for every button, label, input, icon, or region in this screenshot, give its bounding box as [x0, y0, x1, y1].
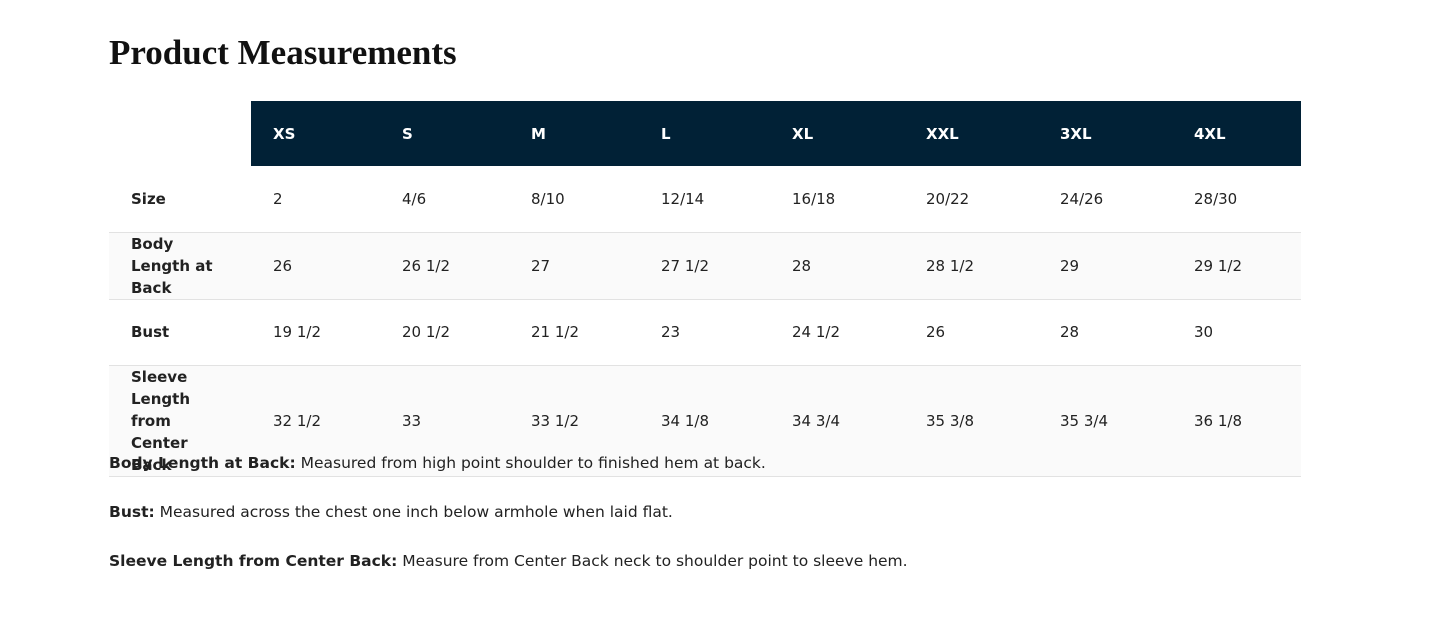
- cell: 29 1/2: [1172, 232, 1301, 300]
- cell: 23: [639, 299, 770, 366]
- corner: [109, 101, 251, 166]
- row-label: Sleeve Length from Center Back: [109, 365, 251, 477]
- table-row: Bust 19 1/2 20 1/2 21 1/2 23 24 1/2 26 28 30: [109, 299, 1301, 366]
- cell: 21 1/2: [509, 299, 639, 366]
- cell: 24/26: [1038, 166, 1172, 233]
- notes: Body Length at Back: Measured from high …: [109, 452, 908, 599]
- note-text: Measured from high point shoulder to fin…: [300, 454, 766, 472]
- cell: 12/14: [639, 166, 770, 233]
- cell: 28: [1038, 299, 1172, 366]
- note-text: Measured across the chest one inch below…: [159, 503, 673, 521]
- cell: 19 1/2: [251, 299, 380, 366]
- cell: 24 1/2: [770, 299, 904, 366]
- cell: 26: [251, 232, 380, 300]
- size-header: 4XL: [1172, 101, 1301, 166]
- cell: 26 1/2: [380, 232, 509, 300]
- cell: 2: [251, 166, 380, 233]
- cell: 30: [1172, 299, 1301, 366]
- cell: 33: [380, 365, 509, 477]
- note-term: Sleeve Length from Center Back:: [109, 552, 398, 570]
- cell: 34 3/4: [770, 365, 904, 477]
- size-header: XL: [770, 101, 904, 166]
- cell: 32 1/2: [251, 365, 380, 477]
- size-header: L: [639, 101, 770, 166]
- cell: 27 1/2: [639, 232, 770, 300]
- cell: 20 1/2: [380, 299, 509, 366]
- note: Body Length at Back: Measured from high …: [109, 452, 908, 474]
- cell: 27: [509, 232, 639, 300]
- cell: 4/6: [380, 166, 509, 233]
- table-row: Size 2 4/6 8/10 12/14 16/18 20/22 24/26 28/30: [109, 166, 1301, 233]
- row-label: Size: [109, 166, 251, 233]
- cell: 8/10: [509, 166, 639, 233]
- table-row: Sleeve Length from Center Back 32 1/2 33 33…: [109, 365, 1301, 477]
- cell: 16/18: [770, 166, 904, 233]
- cell: 35 3/4: [1038, 365, 1172, 477]
- title: Product Measurements: [109, 33, 457, 72]
- size-header: S: [380, 101, 509, 166]
- size-header: M: [509, 101, 639, 166]
- table-body: Size 2 4/6 8/10 12/14 16/18 20/22 24/26 28/30 Bod…: [109, 166, 1301, 477]
- note: Sleeve Length from Center Back: Measure …: [109, 550, 908, 572]
- table-row: Body Length at Back 26 26 1/2 27 27 1/2 28 28 …: [109, 232, 1301, 300]
- cell: 33 1/2: [509, 365, 639, 477]
- cell: 28: [770, 232, 904, 300]
- cell: 29: [1038, 232, 1172, 300]
- size-header: 3XL: [1038, 101, 1172, 166]
- cell: 28/30: [1172, 166, 1301, 233]
- note-text: Measure from Center Back neck to shoulde…: [402, 552, 908, 570]
- size-header: XXL: [904, 101, 1038, 166]
- cell: 34 1/8: [639, 365, 770, 477]
- cell: 35 3/8: [904, 365, 1038, 477]
- row-label: Bust: [109, 299, 251, 366]
- note-term: Body Length at Back:: [109, 454, 296, 472]
- measurement-table: XS S M L XL XXL 3XL 4XL Size 2 4/6 8/10 12/14 16/18 2…: [109, 101, 1301, 477]
- note: Bust: Measured across the chest one inch…: [109, 501, 908, 523]
- cell: 26: [904, 299, 1038, 366]
- note-term: Bust:: [109, 503, 155, 521]
- header-row: XS S M L XL XXL 3XL 4XL: [109, 101, 1301, 166]
- cell: 28 1/2: [904, 232, 1038, 300]
- row-label: Body Length at Back: [109, 232, 251, 300]
- size-header: XS: [251, 101, 380, 166]
- cell: 36 1/8: [1172, 365, 1301, 477]
- cell: 20/22: [904, 166, 1038, 233]
